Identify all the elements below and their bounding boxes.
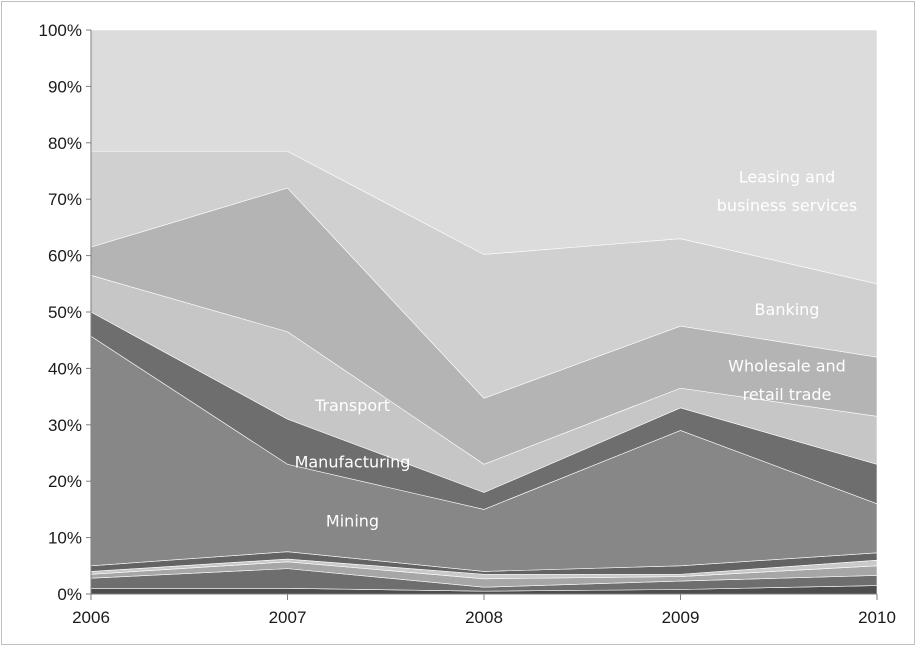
area-annotation: business services bbox=[717, 196, 857, 215]
y-tick-label: 0% bbox=[57, 585, 82, 604]
y-tick-label: 40% bbox=[48, 359, 82, 378]
area-annotation: Manufacturing bbox=[295, 452, 411, 471]
area-annotation: Wholesale and bbox=[728, 357, 846, 376]
x-tick-label: 2006 bbox=[72, 608, 110, 627]
area-annotations: Leasing and business services Banking Whole… bbox=[295, 168, 858, 531]
y-tick-label: 50% bbox=[48, 303, 82, 322]
area-annotation: retail trade bbox=[743, 385, 832, 404]
y-tick-label: 10% bbox=[48, 529, 82, 548]
y-tick-label: 20% bbox=[48, 472, 82, 491]
y-tick-label: 70% bbox=[48, 190, 82, 209]
area-annotation: Transport bbox=[314, 396, 390, 415]
area-annotation: Mining bbox=[326, 512, 379, 531]
x-tick-label: 2007 bbox=[269, 608, 307, 627]
x-tick-label: 2010 bbox=[858, 608, 896, 627]
x-tick-label: 2009 bbox=[662, 608, 700, 627]
area-annotation: Leasing and bbox=[739, 168, 836, 187]
area-series-10 bbox=[90, 29, 878, 285]
area-layers bbox=[90, 29, 878, 595]
axes bbox=[86, 29, 878, 600]
y-tick-label: 90% bbox=[48, 77, 82, 96]
x-tick-label: 2008 bbox=[465, 608, 503, 627]
x-tick-labels: 2006 2007 2008 2009 2010 bbox=[72, 608, 896, 627]
area-annotation: Banking bbox=[755, 300, 820, 319]
y-tick-labels: 0% 10% 20% 30% 40% 50% 60% 70% 80% 90% 100% bbox=[39, 21, 82, 604]
y-tick-label: 60% bbox=[48, 247, 82, 266]
y-tick-label: 30% bbox=[48, 416, 82, 435]
y-tick-label: 100% bbox=[39, 21, 82, 40]
y-tick-label: 80% bbox=[48, 134, 82, 153]
